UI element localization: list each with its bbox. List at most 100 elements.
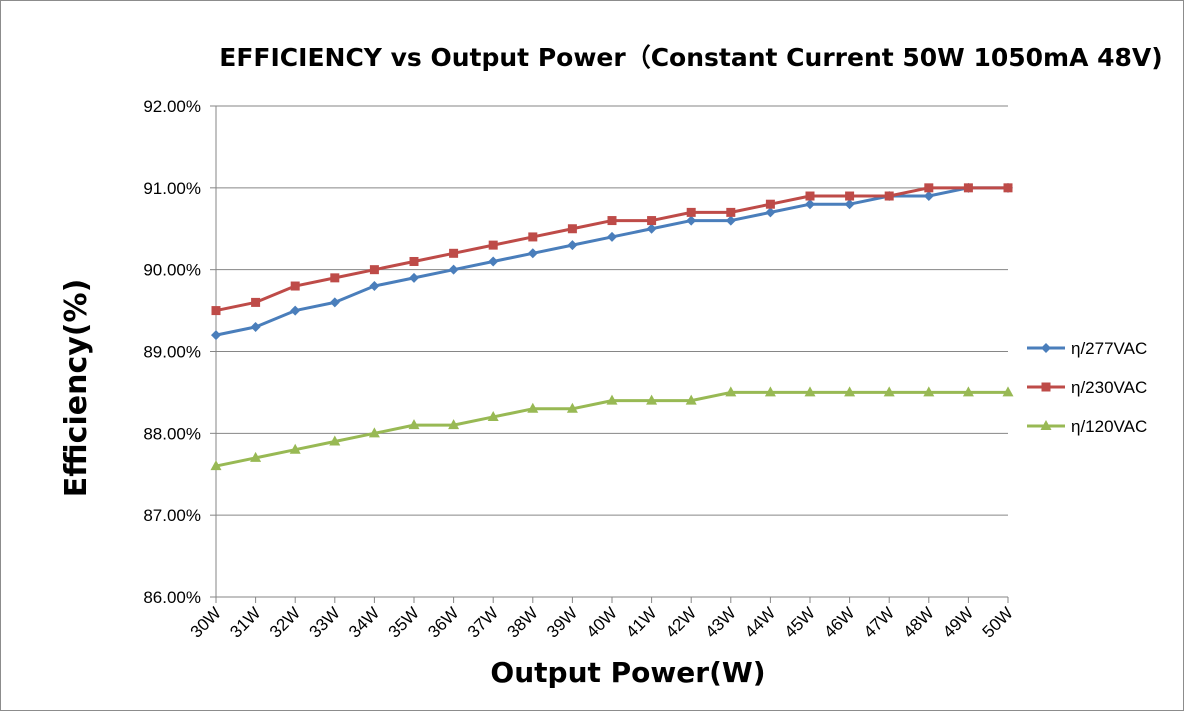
x-tick-label: 37W: [464, 603, 502, 641]
y-tick-label: 89.00%: [143, 343, 201, 362]
x-tick-labels: 30W 31W 32W 33W 34W 35W 36W 37W 38W 39W 40W 41W 42W 4…: [187, 603, 1017, 641]
data-point: [845, 191, 855, 201]
data-point: [567, 240, 578, 251]
data-point: [250, 451, 262, 462]
series-1: [211, 183, 1013, 316]
x-tick-label: 38W: [503, 603, 541, 641]
data-point: [408, 419, 420, 430]
data-point: [963, 183, 973, 193]
data-point: [211, 306, 221, 316]
data-point: [567, 224, 577, 234]
y-tick-label: 90.00%: [143, 261, 201, 280]
x-tick-label: 47W: [860, 603, 898, 641]
x-tick-label: 50W: [979, 603, 1017, 641]
y-tick-label: 91.00%: [143, 179, 201, 198]
data-point: [646, 223, 657, 234]
data-point: [329, 435, 341, 446]
data-point: [329, 297, 340, 308]
legend-item: η/277VAC: [1027, 339, 1147, 358]
data-point: [884, 191, 894, 201]
data-point: [883, 386, 895, 397]
data-point: [409, 272, 419, 283]
x-tick-label: 48W: [899, 603, 937, 641]
legend: η/277VAC η/230VAC η/120VAC: [1027, 339, 1147, 436]
chart-title: EFFICIENCY vs Output Power（Constant Curr…: [219, 43, 1162, 72]
x-tick-label: 40W: [583, 603, 621, 641]
data-point: [725, 386, 737, 397]
data-point: [685, 394, 697, 405]
x-tick-label: 45W: [781, 603, 819, 641]
data-point: [805, 191, 815, 201]
legend-item: η/230VAC: [1027, 378, 1147, 397]
x-tick-label: 41W: [622, 603, 660, 641]
data-point: [488, 256, 499, 267]
data-point: [528, 232, 538, 242]
x-tick-label: 34W: [345, 603, 383, 641]
legend-marker: [1041, 343, 1051, 353]
data-point: [606, 394, 618, 405]
data-point: [210, 460, 222, 471]
data-point: [646, 394, 658, 405]
data-point: [487, 410, 499, 421]
data-point: [962, 386, 974, 397]
data-point: [211, 330, 221, 341]
data-point: [764, 386, 776, 397]
legend-label: η/230VAC: [1071, 378, 1147, 397]
axes: [210, 105, 1009, 603]
x-tick-label: 35W: [385, 603, 423, 641]
data-point: [844, 386, 856, 397]
legend-marker: [1041, 382, 1051, 392]
data-point: [448, 264, 459, 275]
data-point: [765, 199, 775, 209]
data-point: [368, 427, 380, 438]
data-point: [725, 215, 736, 226]
x-tick-label: 31W: [226, 603, 264, 641]
y-tick-label: 87.00%: [143, 506, 201, 525]
data-point: [369, 281, 380, 292]
y-tick-label: 88.00%: [143, 424, 201, 443]
x-tick-label: 30W: [187, 603, 225, 641]
data-point: [449, 248, 459, 258]
data-point: [726, 207, 736, 217]
series-2: [210, 386, 1014, 471]
data-point: [1002, 386, 1014, 397]
data-point: [607, 231, 617, 242]
data-point: [686, 215, 697, 226]
x-tick-label: 32W: [266, 603, 304, 641]
y-tick-label: 86.00%: [143, 588, 201, 607]
data-point: [369, 265, 379, 275]
legend-label: η/120VAC: [1071, 417, 1147, 436]
data-point: [923, 191, 934, 202]
data-point: [647, 216, 657, 226]
data-point: [250, 321, 261, 332]
x-tick-label: 43W: [701, 603, 739, 641]
data-point: [330, 273, 340, 283]
data-point: [289, 443, 301, 454]
data-point: [448, 419, 460, 430]
legend-label: η/277VAC: [1071, 339, 1147, 358]
data-point: [686, 207, 696, 217]
data-point: [566, 402, 578, 413]
legend-item: η/120VAC: [1027, 417, 1147, 436]
series-layer: [210, 182, 1014, 471]
data-point: [251, 297, 261, 307]
x-tick-label: 46W: [820, 603, 858, 641]
x-tick-label: 36W: [424, 603, 462, 641]
data-point: [290, 281, 300, 291]
legend-marker: [1040, 420, 1052, 430]
data-point: [1003, 183, 1013, 193]
data-point: [804, 386, 816, 397]
data-point: [765, 207, 776, 218]
x-tick-label: 49W: [939, 603, 977, 641]
x-tick-label: 33W: [305, 603, 343, 641]
data-point: [488, 240, 498, 250]
data-point: [607, 216, 617, 226]
gridlines: [216, 105, 1008, 516]
y-tick-label: 92.00%: [143, 97, 201, 116]
x-tick-label: 39W: [543, 603, 581, 641]
y-tick-labels: 86.00% 87.00% 88.00% 89.00% 90.00% 91.00% 92.0…: [143, 97, 201, 607]
data-point: [290, 305, 301, 316]
x-tick-label: 42W: [662, 603, 700, 641]
